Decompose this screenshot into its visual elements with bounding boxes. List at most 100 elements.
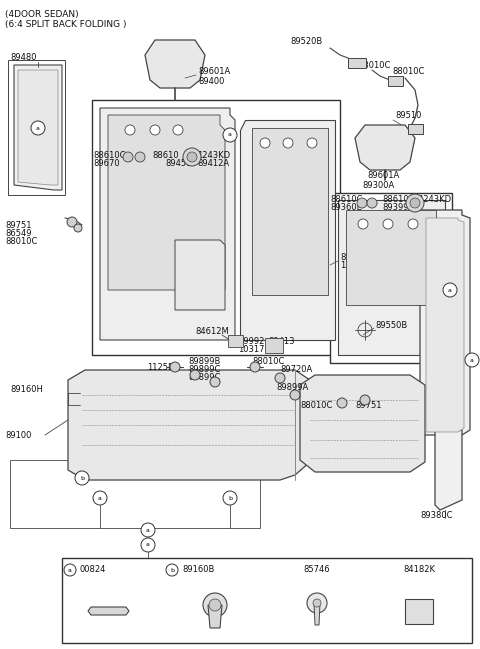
Text: 89751: 89751	[355, 400, 382, 410]
Text: 88010C: 88010C	[358, 60, 390, 69]
Circle shape	[150, 125, 160, 135]
Bar	[92, 100, 340, 355]
Text: 89413: 89413	[268, 337, 295, 347]
Circle shape	[75, 471, 89, 485]
Text: 88610: 88610	[152, 151, 179, 160]
Text: 89160B: 89160B	[182, 565, 215, 574]
Circle shape	[307, 593, 327, 613]
Text: b: b	[80, 476, 84, 480]
Polygon shape	[346, 210, 436, 305]
Circle shape	[31, 121, 45, 135]
Text: 89670: 89670	[93, 158, 120, 167]
Polygon shape	[108, 115, 225, 290]
Circle shape	[170, 362, 180, 372]
Circle shape	[275, 373, 285, 383]
Text: 88610C: 88610C	[330, 195, 362, 204]
Text: 89412A: 89412A	[197, 158, 229, 167]
Text: a: a	[68, 567, 72, 572]
Polygon shape	[435, 430, 462, 510]
Circle shape	[260, 138, 270, 148]
Circle shape	[187, 152, 197, 162]
Text: 00824: 00824	[80, 565, 107, 574]
Circle shape	[210, 377, 220, 387]
Circle shape	[183, 148, 201, 166]
Text: 89520B: 89520B	[290, 38, 322, 47]
Text: 89601A: 89601A	[367, 171, 399, 180]
Circle shape	[135, 152, 145, 162]
Circle shape	[250, 362, 260, 372]
Polygon shape	[68, 370, 310, 480]
Text: 85746: 85746	[304, 565, 330, 574]
Circle shape	[283, 138, 293, 148]
Text: 89899B: 89899B	[188, 358, 220, 367]
Text: (6:4 SPLIT BACK FOLDING ): (6:4 SPLIT BACK FOLDING )	[5, 21, 127, 29]
Bar	[408, 124, 423, 134]
Text: 1125DA: 1125DA	[147, 363, 180, 373]
Text: 86549: 86549	[5, 228, 32, 238]
Polygon shape	[208, 605, 222, 628]
Circle shape	[360, 395, 370, 405]
Text: 1243KD: 1243KD	[197, 151, 230, 160]
Circle shape	[123, 152, 133, 162]
Bar	[330, 193, 452, 363]
Text: 89720A: 89720A	[280, 365, 312, 374]
Bar	[228, 335, 243, 347]
Polygon shape	[420, 210, 470, 435]
Polygon shape	[175, 240, 225, 310]
Text: 89380C: 89380C	[420, 511, 453, 519]
Text: 88010C: 88010C	[300, 400, 332, 410]
Text: 89550B: 89550B	[375, 321, 407, 330]
Circle shape	[223, 491, 237, 505]
Circle shape	[141, 523, 155, 537]
Polygon shape	[145, 40, 205, 88]
Polygon shape	[426, 218, 464, 432]
Text: 88010C: 88010C	[392, 67, 424, 77]
Text: b: b	[170, 567, 174, 572]
Text: 89399: 89399	[382, 204, 408, 212]
Text: 89899C: 89899C	[188, 374, 220, 382]
Circle shape	[93, 491, 107, 505]
Circle shape	[337, 398, 347, 408]
Text: 89300A: 89300A	[362, 180, 394, 190]
Text: 88610: 88610	[382, 195, 408, 204]
Bar	[388, 76, 403, 86]
Circle shape	[173, 125, 183, 135]
Circle shape	[307, 138, 317, 148]
Text: 89480: 89480	[10, 53, 36, 62]
Polygon shape	[355, 125, 415, 170]
Text: 89899C: 89899C	[188, 365, 220, 374]
Text: a: a	[228, 132, 232, 138]
Circle shape	[367, 198, 377, 208]
Polygon shape	[252, 128, 328, 295]
Circle shape	[203, 593, 227, 617]
Bar	[348, 58, 366, 68]
Circle shape	[358, 219, 368, 229]
Text: a: a	[470, 358, 474, 363]
Text: 89400: 89400	[198, 77, 224, 86]
Circle shape	[64, 564, 76, 576]
Circle shape	[209, 599, 221, 611]
Text: 89900: 89900	[340, 254, 366, 262]
Circle shape	[290, 390, 300, 400]
Text: (4DOOR SEDAN): (4DOOR SEDAN)	[5, 10, 79, 19]
Polygon shape	[240, 120, 335, 340]
Text: 89450: 89450	[165, 158, 192, 167]
Circle shape	[125, 125, 135, 135]
Text: a: a	[146, 528, 150, 532]
Text: 89100: 89100	[5, 430, 31, 439]
Text: 89160H: 89160H	[10, 386, 43, 395]
Text: 88010C: 88010C	[5, 236, 37, 245]
Text: a: a	[146, 543, 150, 548]
Text: 89992: 89992	[238, 337, 264, 347]
Text: 88610C: 88610C	[93, 151, 125, 160]
Circle shape	[166, 564, 178, 576]
Text: 89601A: 89601A	[198, 67, 230, 77]
Circle shape	[223, 128, 237, 142]
Text: 89899A: 89899A	[276, 384, 308, 393]
Bar	[265, 338, 283, 353]
Text: 89510: 89510	[395, 110, 421, 119]
Text: 10317: 10317	[238, 345, 264, 354]
Circle shape	[465, 353, 479, 367]
Circle shape	[408, 219, 418, 229]
Circle shape	[383, 219, 393, 229]
